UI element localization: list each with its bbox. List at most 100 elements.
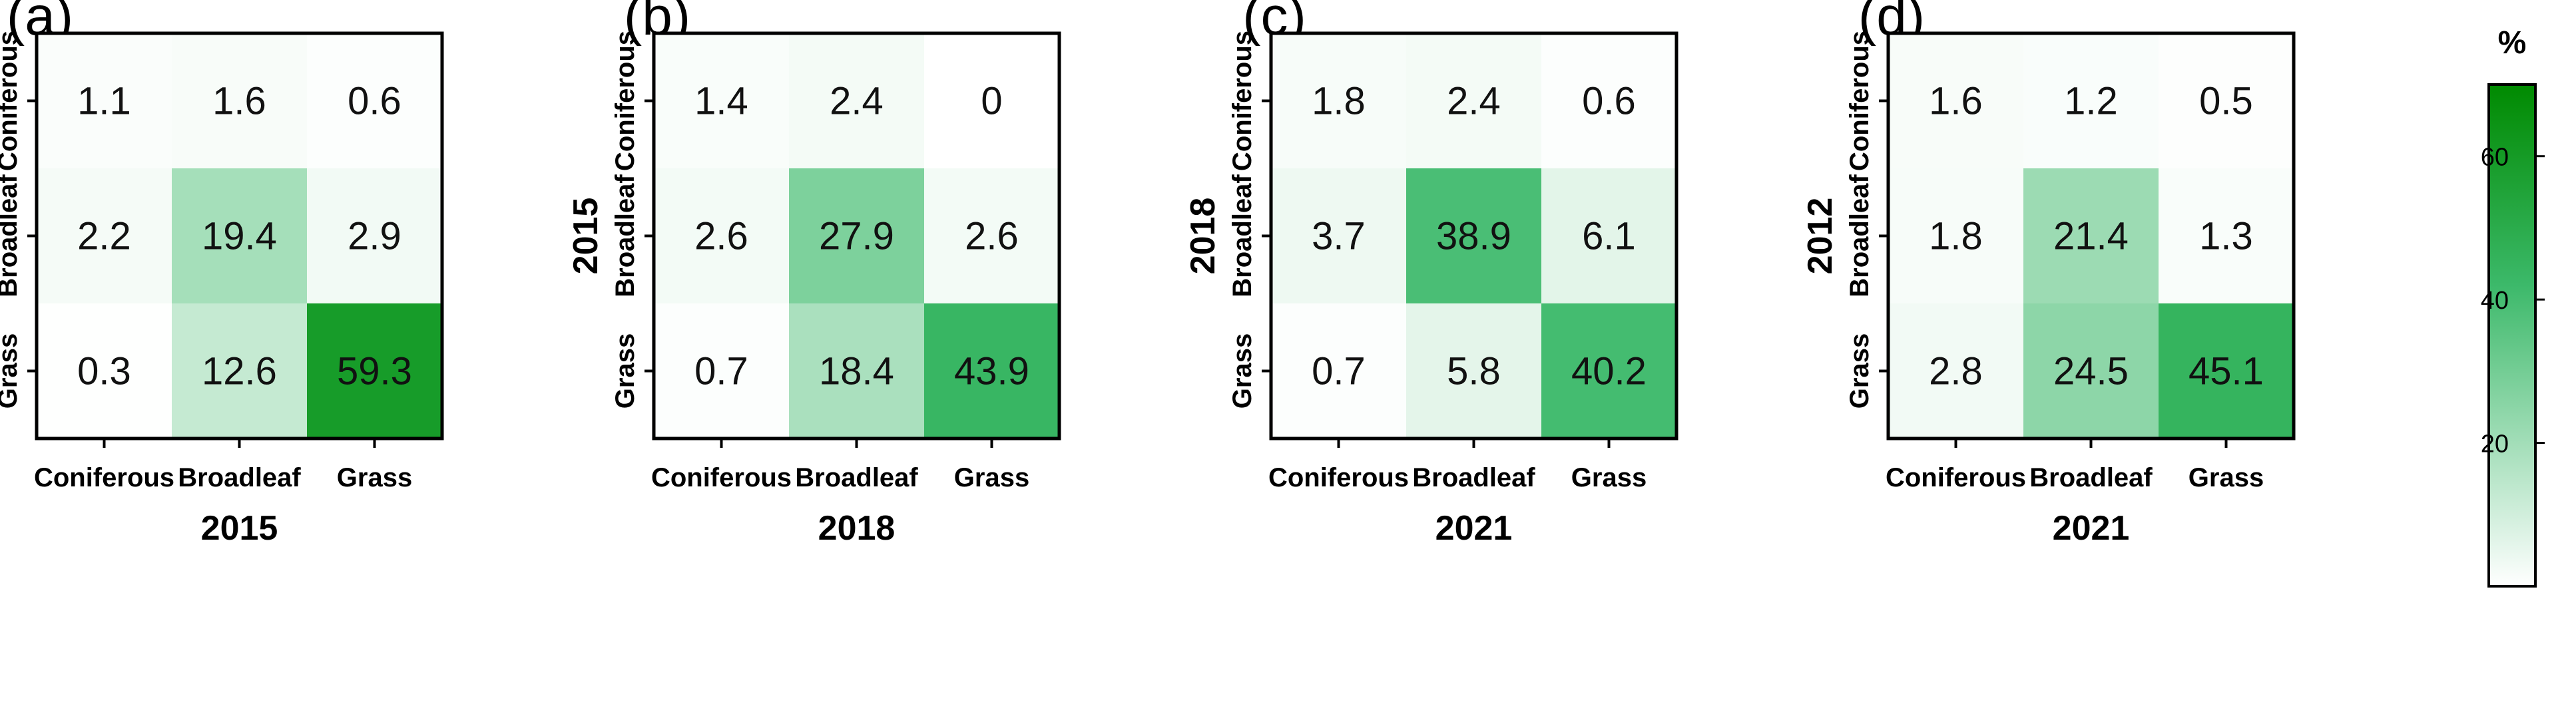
colorbar-tick-label: 20 <box>2481 431 2509 458</box>
y-tick-label: Coniferous <box>1228 31 1257 171</box>
heatmap-cell <box>37 168 172 303</box>
heatmap-cell <box>307 33 442 168</box>
cell-value-label: 18.4 <box>819 350 894 393</box>
y-tick-label: Grass <box>1228 333 1257 409</box>
cell-value-label: 1.1 <box>77 80 131 123</box>
x-tick-label: Coniferous <box>1268 463 1409 492</box>
heatmap-cell <box>2159 303 2294 439</box>
x-axis-title: 2021 <box>2053 509 2130 548</box>
y-axis-title: 2012 <box>1801 198 1840 275</box>
cell-value-label: 0 <box>981 80 1002 123</box>
heatmap-cell <box>1888 33 2023 168</box>
heatmap-cell <box>2023 168 2159 303</box>
heatmap-cell <box>924 33 1059 168</box>
x-tick-label: Coniferous <box>651 463 792 492</box>
x-tick-label: Broadleaf <box>178 463 301 492</box>
heatmap-cell <box>654 33 789 168</box>
cell-value-label: 5.8 <box>1447 350 1501 393</box>
y-tick-label: Broadleaf <box>1228 174 1257 297</box>
heatmap-cell <box>1271 168 1406 303</box>
x-tick-label: Coniferous <box>1886 463 2026 492</box>
colorbar-tick-label: 60 <box>2481 144 2509 172</box>
x-tick-label: Broadleaf <box>795 463 918 492</box>
heatmap-cell <box>37 33 172 168</box>
y-axis-title: 2018 <box>1184 198 1222 275</box>
cell-value-label: 1.6 <box>212 80 266 123</box>
x-tick-label: Grass <box>1571 463 1647 492</box>
cell-value-label: 24.5 <box>2053 350 2129 393</box>
cell-value-label: 2.8 <box>1929 350 1983 393</box>
heatmap-cell <box>1406 303 1541 439</box>
heatmap-cell <box>2159 168 2294 303</box>
cell-value-label: 45.1 <box>2189 350 2264 393</box>
heatmap-cell <box>1406 33 1541 168</box>
cell-value-label: 27.9 <box>819 215 894 258</box>
cell-value-label: 21.4 <box>2053 215 2129 258</box>
heatmap-cell <box>789 168 924 303</box>
x-tick-label: Grass <box>2189 463 2264 492</box>
heatmap-cell <box>654 168 789 303</box>
cell-value-label: 2.6 <box>694 215 748 258</box>
cell-value-label: 1.8 <box>1929 215 1983 258</box>
y-tick-label: Grass <box>1845 333 1874 409</box>
cell-value-label: 40.2 <box>1571 350 1647 393</box>
cell-value-label: 0.7 <box>694 350 748 393</box>
heatmap-cell <box>37 303 172 439</box>
cell-value-label: 12.6 <box>202 350 277 393</box>
x-axis-title: 2021 <box>1435 509 1513 548</box>
y-tick-label: Broadleaf <box>611 174 640 297</box>
y-axis-title: 2015 <box>567 198 605 275</box>
x-axis-title: 2015 <box>201 509 278 548</box>
heatmap-cell <box>1271 33 1406 168</box>
x-axis-title: 2018 <box>818 509 896 548</box>
cell-value-label: 1.3 <box>2199 215 2253 258</box>
cell-value-label: 43.9 <box>954 350 1029 393</box>
heatmap-cell <box>924 303 1059 439</box>
x-tick-label: Grass <box>337 463 412 492</box>
heatmap-cell <box>1541 33 1676 168</box>
cell-value-label: 6.1 <box>1582 215 1636 258</box>
cell-value-label: 59.3 <box>337 350 412 393</box>
cell-value-label: 1.2 <box>2064 80 2118 123</box>
cell-value-label: 0.7 <box>1312 350 1366 393</box>
heatmap-cell <box>2023 303 2159 439</box>
heatmap-cell <box>789 303 924 439</box>
x-tick-label: Grass <box>954 463 1029 492</box>
cell-value-label: 1.8 <box>1312 80 1366 123</box>
y-tick-label: Broadleaf <box>1845 174 1874 297</box>
cell-value-label: 0.5 <box>2199 80 2253 123</box>
cell-value-label: 0.3 <box>77 350 131 393</box>
cell-value-label: 2.9 <box>348 215 401 258</box>
x-tick-label: Broadleaf <box>1412 463 1535 492</box>
heatmap-cell <box>172 33 307 168</box>
cell-value-label: 1.4 <box>694 80 748 123</box>
cell-value-label: 2.6 <box>965 215 1019 258</box>
heatmap-cell <box>2023 33 2159 168</box>
x-tick-label: Broadleaf <box>2029 463 2153 492</box>
x-tick-label: Coniferous <box>34 463 174 492</box>
heatmap-cell <box>1888 303 2023 439</box>
cell-value-label: 2.4 <box>1447 80 1501 123</box>
heatmap-cell <box>1541 168 1676 303</box>
colorbar-tick-label: 40 <box>2481 287 2509 315</box>
colorbar-unit: % <box>2498 25 2527 61</box>
heatmap-cell <box>924 168 1059 303</box>
y-tick-label: Broadleaf <box>0 174 23 297</box>
heatmap-cell <box>2159 33 2294 168</box>
heatmap-cell <box>1406 168 1541 303</box>
y-tick-label: Grass <box>611 333 640 409</box>
heatmap-cell <box>1271 303 1406 439</box>
cell-value-label: 0.6 <box>348 80 401 123</box>
cell-value-label: 2.2 <box>77 215 131 258</box>
heatmap-cell <box>307 168 442 303</box>
cell-value-label: 1.6 <box>1929 80 1983 123</box>
y-tick-label: Coniferous <box>611 31 640 171</box>
cell-value-label: 3.7 <box>1312 215 1366 258</box>
y-tick-label: Coniferous <box>1845 31 1874 171</box>
y-tick-label: Grass <box>0 333 23 409</box>
y-tick-label: Coniferous <box>0 31 23 171</box>
cell-value-label: 38.9 <box>1436 215 1511 258</box>
heatmap-cell <box>654 303 789 439</box>
heatmap-cell <box>1888 168 2023 303</box>
